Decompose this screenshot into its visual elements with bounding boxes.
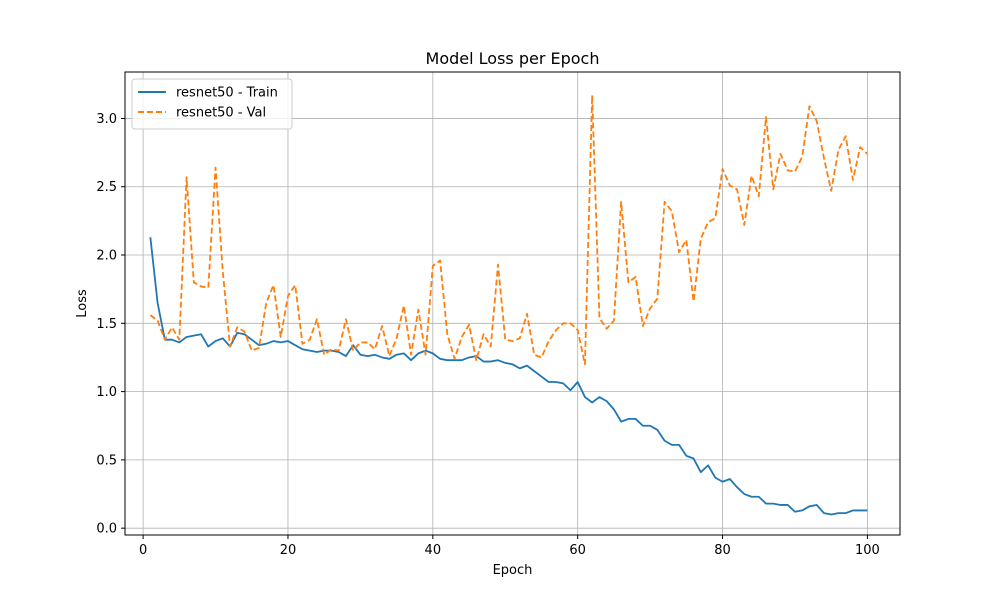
y-tick-label: 2.5	[96, 180, 117, 195]
x-tick-label: 80	[714, 543, 731, 558]
val-loss-line	[149, 94, 869, 366]
series-lines	[149, 94, 869, 516]
x-tick-label: 100	[855, 543, 880, 558]
chart-title: Model Loss per Epoch	[426, 49, 600, 68]
y-tick-label: 1.0	[96, 385, 117, 400]
x-tick-label: 40	[425, 543, 442, 558]
x-axis-label: Epoch	[493, 563, 533, 578]
y-tick-label: 3.0	[96, 112, 117, 127]
x-tick-label: 20	[280, 543, 297, 558]
legend-label-train: resnet50 - Train	[176, 86, 278, 101]
y-axis-label: Loss	[75, 289, 90, 318]
plot-frame	[124, 71, 901, 536]
legend: resnet50 - Train resnet50 - Val	[131, 78, 293, 130]
y-tick-label: 0.0	[96, 522, 117, 537]
x-tick-label: 60	[569, 543, 586, 558]
y-tick-label: 2.0	[96, 249, 117, 264]
legend-box	[131, 78, 293, 130]
axis-ticks: 0 20 40 60 80 100 0.0 0.5 1.0 1.5 2.0 2.5 3.0	[96, 112, 880, 558]
x-tick-label: 0	[139, 543, 147, 558]
y-tick-label: 0.5	[96, 453, 117, 468]
legend-label-val: resnet50 - Val	[176, 106, 266, 121]
grid	[125, 72, 900, 535]
y-tick-label: 1.5	[96, 317, 117, 332]
train-loss-line	[149, 237, 868, 516]
